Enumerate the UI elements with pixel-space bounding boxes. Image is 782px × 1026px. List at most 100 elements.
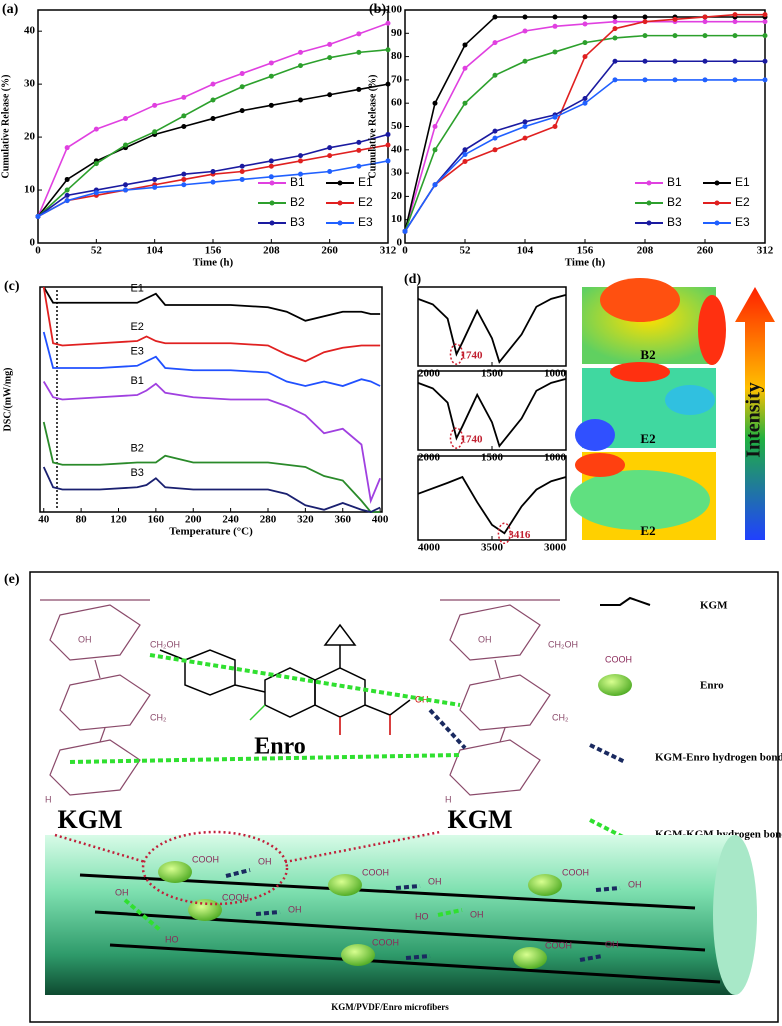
data-point: [210, 179, 216, 185]
series-line: [404, 34, 765, 232]
legend-label: B1: [667, 175, 682, 189]
data-point: [152, 176, 158, 182]
data-point: [732, 19, 738, 25]
data-point: [672, 33, 678, 39]
kgm-chain: [40, 599, 560, 796]
enro-molecule: [159, 623, 411, 735]
series-line: [417, 294, 567, 364]
data-point: [356, 31, 362, 37]
chem-label: OH: [78, 634, 92, 644]
legend-marker: [269, 200, 275, 206]
data-point: [93, 161, 99, 167]
schematic: (e) CH₂OH CH₂ CH₂OH CH₂ OH OH H H KGM KG…: [4, 571, 782, 1023]
legend-marker: [646, 180, 652, 186]
data-point: [181, 94, 187, 100]
data-point: [732, 77, 738, 83]
data-point: [298, 63, 303, 69]
data-point: [582, 21, 588, 27]
data-point: [582, 40, 588, 46]
chem-label: OH: [288, 904, 302, 914]
y-tick-label: 40: [24, 25, 36, 37]
data-point: [239, 169, 245, 175]
chem-label: OH: [470, 909, 484, 919]
data-point: [522, 124, 528, 129]
y-tick-label: 60: [391, 97, 403, 109]
data-point: [239, 71, 245, 77]
legend-label: B2: [290, 195, 305, 209]
data-point: [239, 108, 245, 114]
y-tick-label: 10: [391, 213, 403, 225]
y-tick-label: 50: [391, 120, 403, 132]
annotation: 1740: [460, 350, 483, 362]
legend-marker: [714, 200, 720, 206]
chem-label: CH₂OH: [548, 639, 578, 649]
legend-marker: [269, 220, 275, 226]
panel-frame: [29, 571, 779, 1023]
data-point: [552, 14, 558, 20]
data-point: [93, 190, 99, 196]
x-tick-label: 1000: [544, 452, 567, 464]
plot-frame: [417, 455, 567, 541]
legend-marker: [714, 220, 720, 226]
data-point: [762, 58, 768, 64]
data-point: [522, 135, 528, 141]
data-point: [522, 119, 528, 125]
legend-label: E1: [735, 175, 750, 189]
data-point: [356, 163, 362, 169]
data-point: [462, 151, 468, 157]
x-tick-label: 2000: [418, 368, 441, 380]
data-point: [356, 147, 362, 153]
plot-frame: [417, 286, 567, 367]
x-tick-label: 200: [185, 514, 202, 526]
heat-spot: [575, 453, 625, 477]
legend-marker: [269, 180, 275, 186]
plot-frame: [39, 286, 383, 513]
legend-label: B1: [290, 175, 305, 189]
annotation: 1740: [460, 434, 483, 446]
x-tick-label: 104: [517, 245, 534, 257]
chem-label: HO: [165, 934, 179, 944]
data-point: [93, 126, 99, 132]
legend-label: E3: [358, 215, 373, 229]
y-axis-label: DSC/(mW/mg): [2, 368, 13, 432]
data-point: [64, 192, 70, 198]
data-point: [642, 77, 648, 83]
data-point: [298, 49, 303, 55]
data-point: [210, 169, 216, 175]
data-point: [732, 33, 738, 39]
legend-marker: [646, 220, 652, 226]
panel-label: (a): [2, 2, 19, 17]
data-point: [210, 81, 216, 87]
chem-label: CH₂OH: [150, 639, 180, 649]
data-point: [327, 55, 333, 61]
series-line: [42, 286, 381, 322]
data-point: [123, 187, 128, 193]
data-point: [702, 58, 708, 64]
legend-marker: [337, 180, 343, 186]
kgm-label: KGM: [448, 805, 513, 834]
kgm-label: KGM: [58, 805, 123, 834]
y-axis-label: Cumulative Release (%): [0, 75, 11, 179]
data-point: [152, 129, 158, 135]
data-point: [64, 198, 70, 204]
annotation: 3416: [508, 529, 531, 541]
data-point: [522, 28, 528, 34]
data-point: [356, 49, 362, 55]
plot-frame: [37, 9, 389, 244]
data-point: [298, 153, 303, 159]
series-line: [417, 378, 567, 448]
data-point: [64, 145, 70, 151]
data-point: [552, 23, 558, 29]
data-point: [385, 20, 391, 26]
legend-text: KGM: [700, 600, 728, 612]
legend-label: E2: [735, 195, 750, 209]
x-tick-label: 312: [757, 245, 774, 257]
data-point: [732, 58, 738, 64]
data-point: [462, 42, 468, 48]
data-point: [582, 14, 588, 20]
y-tick-label: 30: [24, 78, 36, 90]
legend-text: Enro: [700, 680, 724, 692]
x-tick-label: 40: [38, 514, 50, 526]
x-axis-label: Time (h): [193, 257, 234, 269]
x-tick-label: 120: [110, 514, 127, 526]
